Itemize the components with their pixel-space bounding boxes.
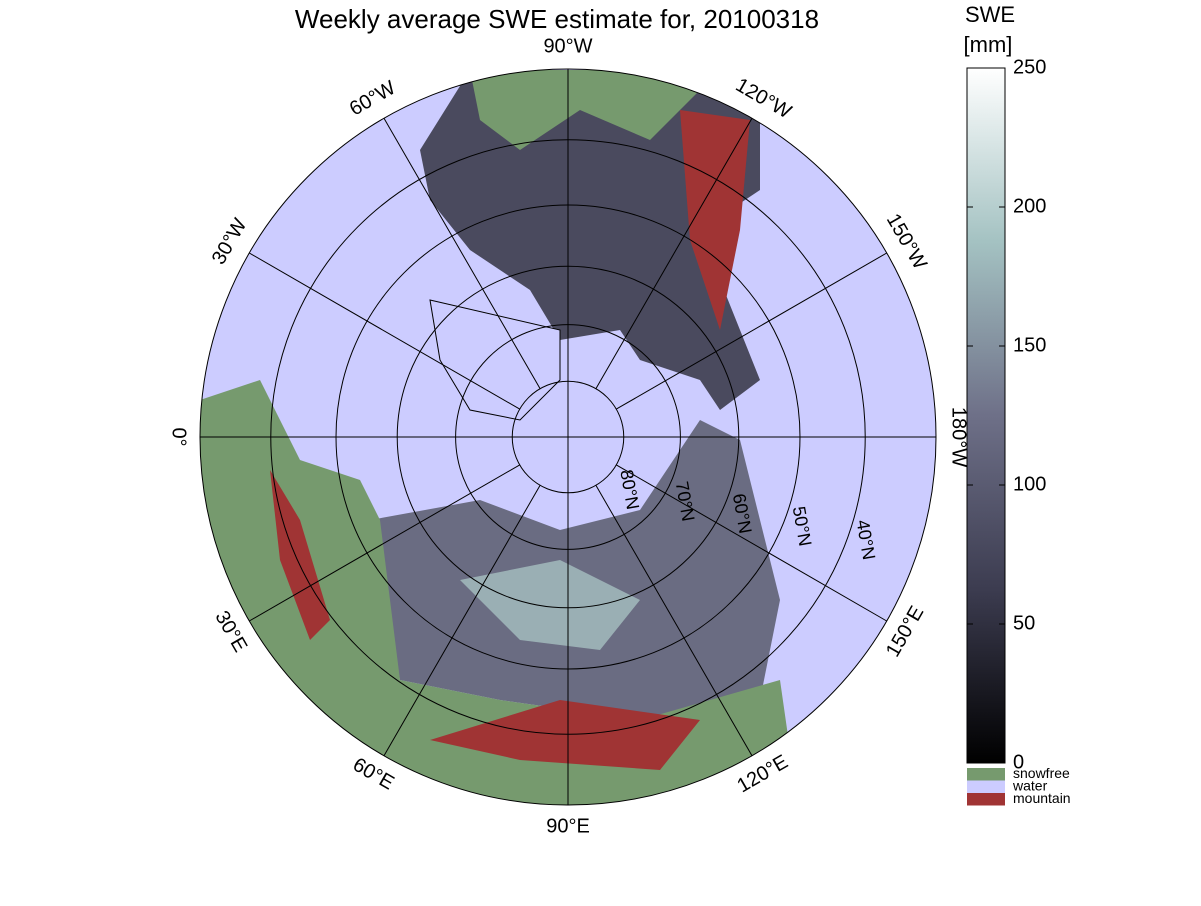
meridian <box>616 464 887 622</box>
legend-swatch <box>967 793 1005 806</box>
colorbar-tick-label: 100 <box>1013 473 1046 495</box>
legend-swatch <box>967 768 1005 781</box>
meridian <box>249 464 520 622</box>
na-mountain <box>680 110 750 330</box>
colorbar-tick-label: 150 <box>1013 334 1046 356</box>
legend-label: mountain <box>1013 790 1071 806</box>
colorbar-tick-label: 250 <box>1013 56 1046 78</box>
legend-label: water <box>1012 778 1048 794</box>
meridian <box>383 485 541 756</box>
legend-label: snowfree <box>1013 765 1070 781</box>
meridian <box>595 118 753 389</box>
meridian <box>249 252 520 410</box>
legend-swatch <box>967 780 1005 793</box>
meridian <box>616 252 887 410</box>
map-border <box>199 68 937 806</box>
na-snowfree <box>470 70 700 150</box>
meridian-label: 90°W <box>543 35 592 57</box>
colorbar-title: SWE <box>965 2 1015 27</box>
greenland <box>429 299 561 421</box>
meridian-label: 90°E <box>546 815 590 837</box>
meridian <box>383 118 541 389</box>
meridian <box>595 485 753 756</box>
meridian-label: 0° <box>168 427 190 446</box>
colorbar-title: [mm] <box>964 32 1013 57</box>
meridian-label: 180°W <box>948 407 970 467</box>
colorbar-tick-label: 200 <box>1013 195 1046 217</box>
eurasia-snowfree <box>200 380 800 805</box>
colorbar-tick-label: 50 <box>1013 612 1035 634</box>
eurasia-deep-snow <box>460 560 640 650</box>
colorbar-tick-label: 0 <box>1013 751 1024 773</box>
north-america <box>420 70 760 410</box>
map-title: Weekly average SWE estimate for, 2010031… <box>295 4 819 34</box>
colorbar <box>966 67 1006 764</box>
eurasia-mountain <box>270 470 700 770</box>
